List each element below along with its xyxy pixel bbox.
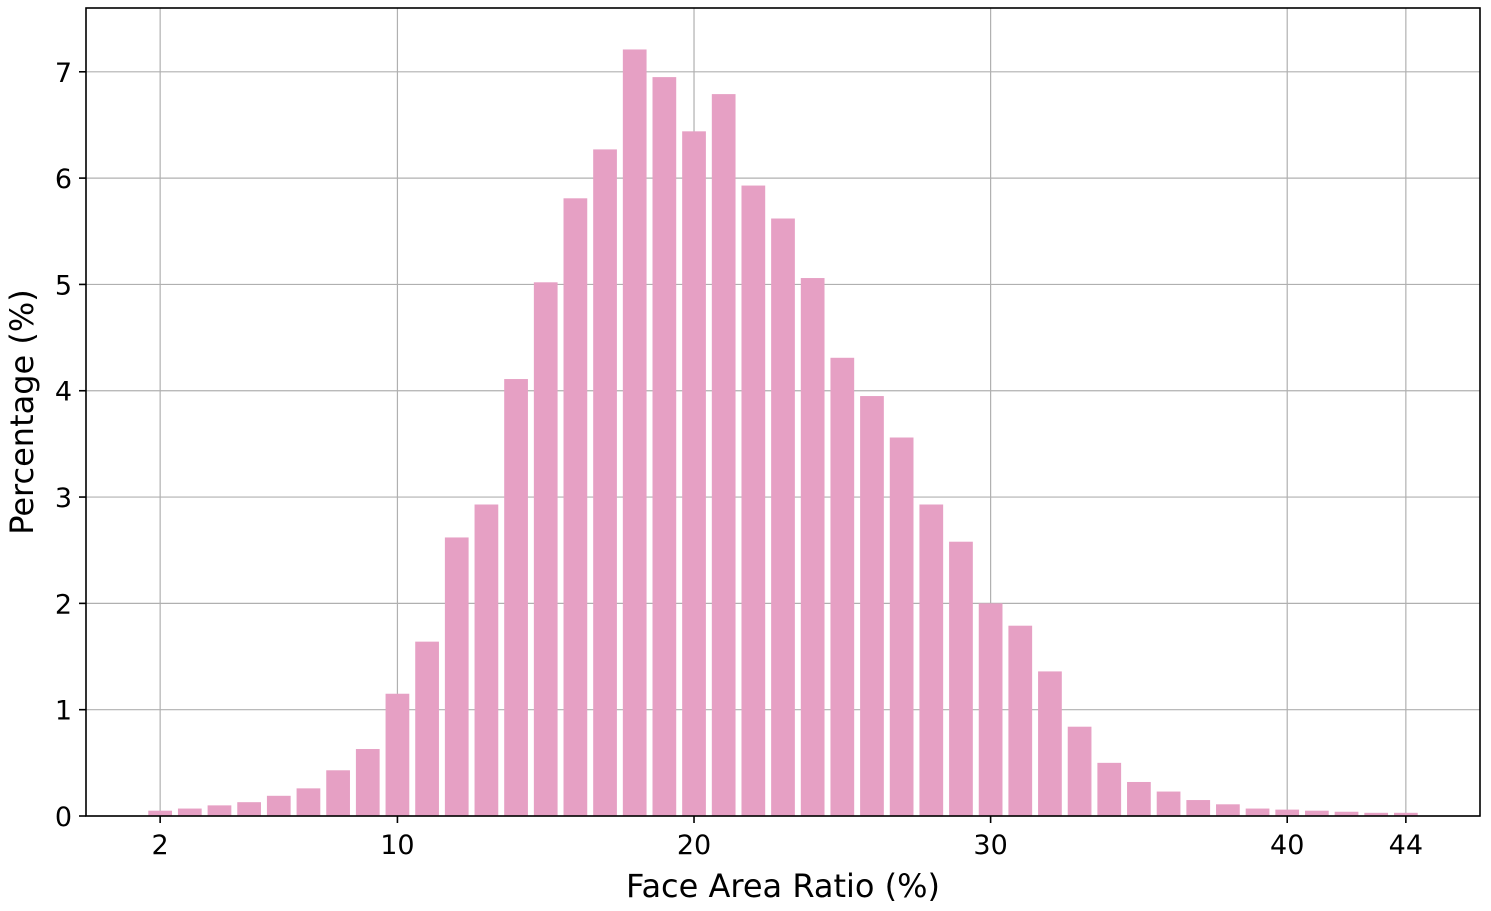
bar <box>207 805 232 816</box>
y-tick-label: 1 <box>55 696 72 727</box>
bar <box>1245 808 1270 816</box>
bar <box>1275 809 1300 816</box>
y-tick-label: 2 <box>55 589 72 620</box>
y-axis-title: Percentage (%) <box>3 289 41 535</box>
y-tick-label: 0 <box>55 802 72 833</box>
bar <box>1334 811 1359 816</box>
x-tick-label: 2 <box>152 830 169 861</box>
bar <box>1364 812 1389 816</box>
bar <box>1216 804 1240 816</box>
bar <box>1008 625 1033 816</box>
y-tick-label: 3 <box>55 483 72 514</box>
bar <box>266 795 291 816</box>
bar <box>741 185 766 816</box>
bar <box>593 149 617 816</box>
bar <box>1156 791 1181 816</box>
bar <box>711 94 736 817</box>
x-tick-label: 30 <box>973 830 1007 861</box>
bar <box>949 541 973 816</box>
bar <box>296 788 321 816</box>
bar <box>919 504 944 816</box>
bar <box>415 641 439 816</box>
bar <box>148 810 173 816</box>
y-tick-label: 5 <box>55 270 72 301</box>
bar <box>1097 762 1122 816</box>
bar <box>533 282 558 816</box>
y-tick-label: 7 <box>55 58 72 89</box>
x-tick-label: 44 <box>1389 830 1423 861</box>
x-tick-label: 10 <box>380 830 414 861</box>
x-tick-label: 20 <box>677 830 711 861</box>
bar <box>771 218 795 817</box>
bar <box>800 278 825 816</box>
bar <box>237 802 261 816</box>
bar <box>474 504 499 816</box>
bar <box>860 396 884 816</box>
bar <box>1305 810 1329 816</box>
bar <box>622 49 647 817</box>
bar <box>504 379 528 816</box>
bar <box>1186 800 1211 816</box>
bar <box>1067 726 1092 816</box>
bar <box>652 77 677 816</box>
bar <box>563 198 588 816</box>
bar <box>355 749 380 816</box>
bar <box>1038 671 1062 816</box>
y-tick-label: 6 <box>55 164 72 195</box>
axis-ticks: 2 10 20 30 40 44 0 1 2 3 4 5 6 7 <box>55 58 1423 861</box>
bar <box>978 603 1003 816</box>
bars <box>148 49 1418 817</box>
bar <box>889 437 914 816</box>
x-axis-title: Face Area Ratio (%) <box>626 867 940 905</box>
y-tick-label: 4 <box>55 377 72 408</box>
grid-lines <box>86 8 1480 817</box>
plot-frame <box>85 7 1481 817</box>
bar <box>682 131 706 817</box>
bar <box>444 537 469 816</box>
bar <box>1127 781 1151 816</box>
bar <box>1393 812 1418 816</box>
x-tick-label: 40 <box>1270 830 1304 861</box>
bar <box>830 357 855 816</box>
bar <box>326 770 350 816</box>
bar <box>385 693 410 816</box>
bar <box>177 808 202 816</box>
